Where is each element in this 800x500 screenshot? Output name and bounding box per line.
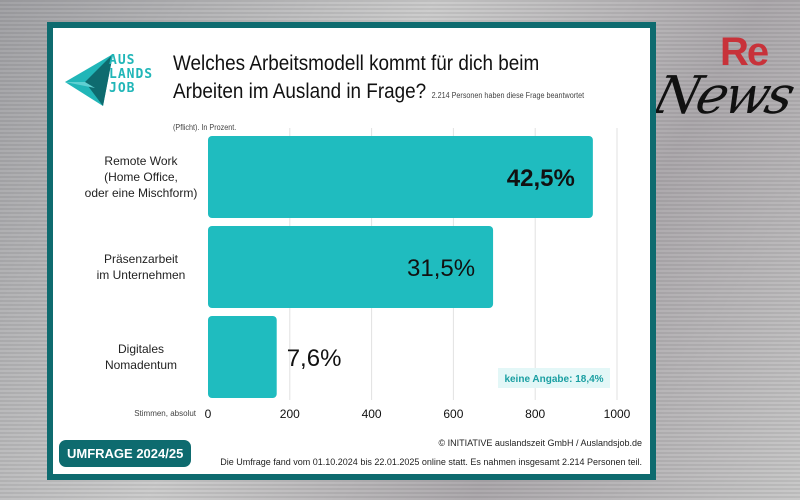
no-answer-label: keine Angabe: 18,4% — [504, 374, 603, 385]
category-label: (Home Office, — [104, 170, 178, 184]
chart-title: Welches Arbeitsmodell kommt für dich bei… — [173, 52, 585, 132]
category-label: oder eine Mischform) — [85, 186, 198, 200]
auslandsjob-logo-icon — [65, 54, 113, 106]
copyright: © INITIATIVE auslandszeit GmbH / Ausland… — [438, 438, 642, 448]
x-axis-label: Stimmen, absolut — [134, 409, 197, 418]
data-label: 7,6% — [287, 345, 342, 372]
category-label: Digitales — [118, 342, 164, 356]
bar — [208, 136, 593, 218]
survey-badge: UMFRAGE 2024/25 — [59, 440, 192, 467]
data-label: 42,5% — [507, 165, 575, 192]
x-tick-label: 1000 — [604, 407, 631, 421]
no-answer-badge — [498, 368, 610, 388]
chart-subtitle: 2.214 Personen haben diese Frage beantwo… — [173, 91, 585, 132]
survey-note: Die Umfrage fand vom 01.10.2024 bis 22.0… — [220, 457, 642, 467]
x-tick-label: 0 — [205, 407, 212, 421]
bar — [208, 316, 277, 398]
bar — [208, 226, 494, 308]
category-label: Nomadentum — [105, 358, 177, 372]
category-label: im Unternehmen — [97, 268, 186, 282]
x-tick-label: 800 — [525, 407, 545, 421]
x-tick-label: 600 — [443, 407, 463, 421]
renews-logo-news: News — [646, 66, 799, 126]
x-tick-label: 400 — [362, 407, 382, 421]
survey-card: AUS LANDS JOB Welches Arbeitsmodell kommt … — [47, 22, 656, 480]
category-label: Remote Work — [104, 154, 178, 168]
renews-logo-re: Re — [720, 30, 769, 74]
category-label: Präsenzarbeit — [104, 252, 179, 266]
x-tick-label: 200 — [280, 407, 300, 421]
data-label: 31,5% — [407, 255, 475, 282]
logo-text: AUS LANDS JOB — [109, 53, 154, 96]
bar-chart: 0 200 400 600 800 1000 Stimmen, absolut 42,5% Re… — [85, 128, 631, 421]
